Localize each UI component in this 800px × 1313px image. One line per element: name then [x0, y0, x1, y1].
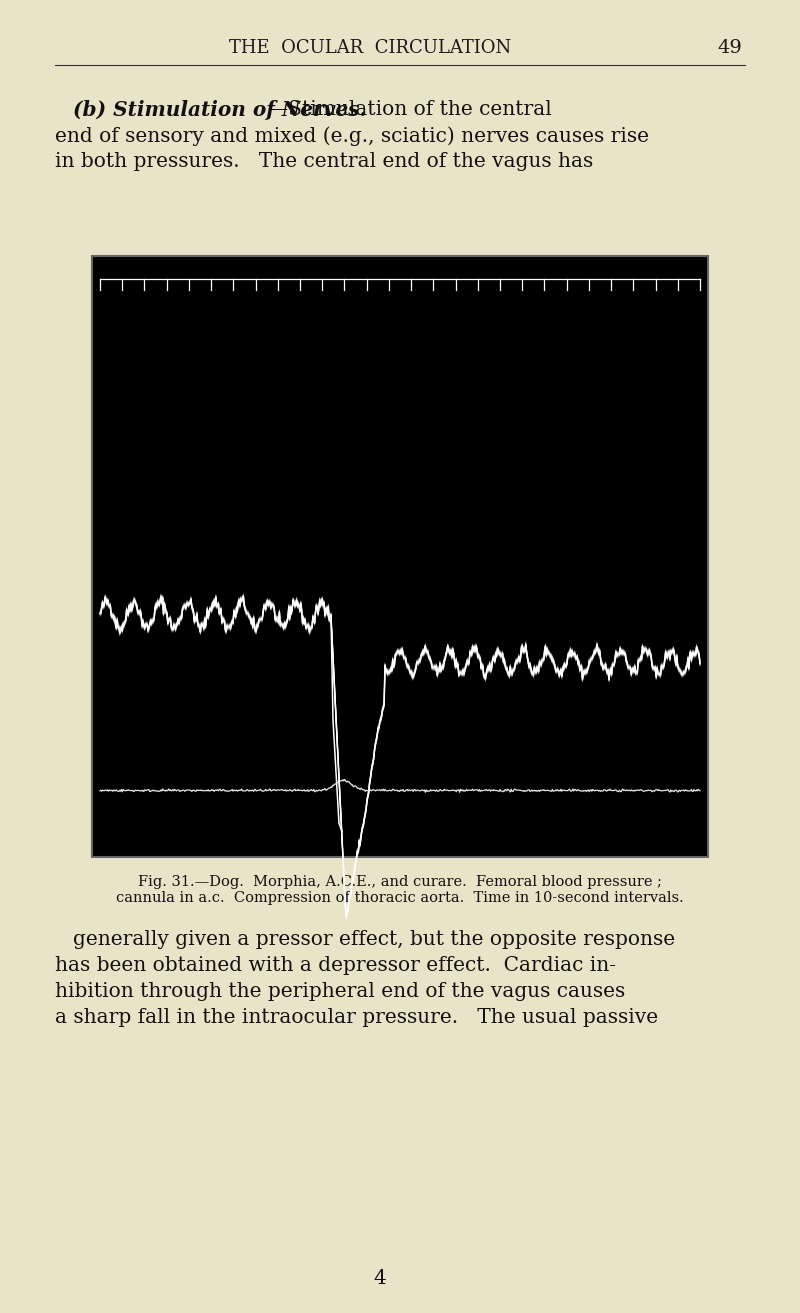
- Text: 49: 49: [718, 39, 742, 56]
- Text: —Stimulation of the central: —Stimulation of the central: [268, 100, 552, 119]
- Text: has been obtained with a depressor effect.  Cardiac in-: has been obtained with a depressor effec…: [55, 956, 616, 976]
- Text: Fig. 31.—Dog.  Morphia, A.C.E., and curare.  Femoral blood pressure ;: Fig. 31.—Dog. Morphia, A.C.E., and curar…: [138, 874, 662, 889]
- Text: end of sensory and mixed (e.g., sciatic) nerves causes rise: end of sensory and mixed (e.g., sciatic)…: [55, 126, 649, 146]
- Text: (b) Stimulation of Nerves.: (b) Stimulation of Nerves.: [73, 100, 366, 119]
- Text: a sharp fall in the intraocular pressure.   The usual passive: a sharp fall in the intraocular pressure…: [55, 1008, 658, 1027]
- Text: in both pressures.   The central end of the vagus has: in both pressures. The central end of th…: [55, 152, 594, 171]
- Text: THE  OCULAR  CIRCULATION: THE OCULAR CIRCULATION: [229, 39, 511, 56]
- Text: hibition through the peripheral end of the vagus causes: hibition through the peripheral end of t…: [55, 982, 626, 1001]
- Text: 4: 4: [374, 1268, 386, 1288]
- Text: generally given a pressor effect, but the opposite response: generally given a pressor effect, but th…: [73, 930, 675, 949]
- Bar: [92, 256, 708, 857]
- Text: cannula in a.c.  Compression of thoracic aorta.  Time in 10-second intervals.: cannula in a.c. Compression of thoracic …: [116, 892, 684, 905]
